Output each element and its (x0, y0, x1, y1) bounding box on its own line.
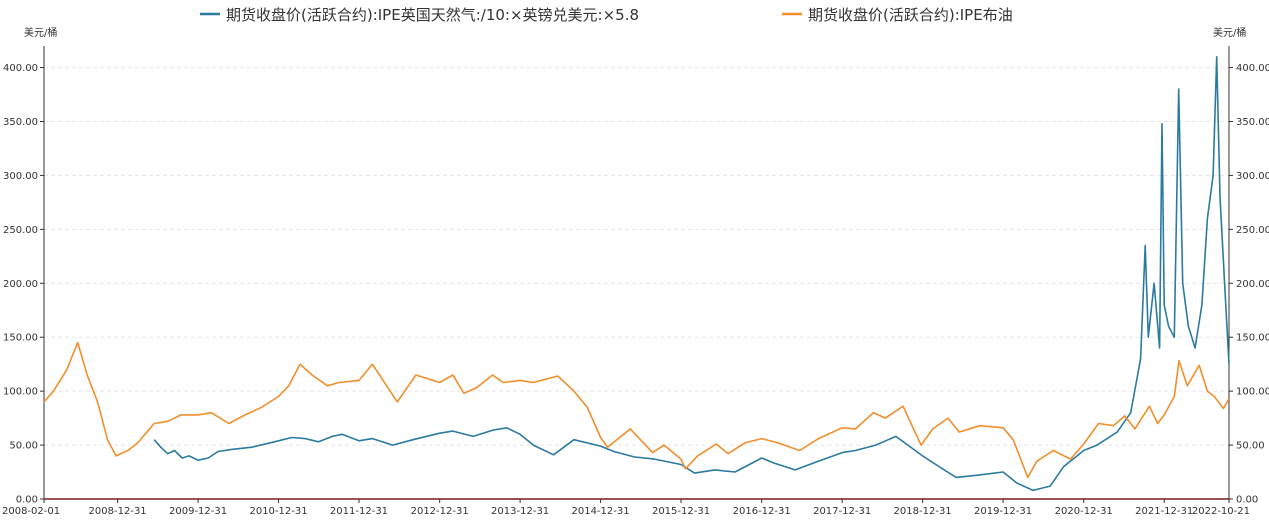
y-tick-label-right: 150.00 (1236, 333, 1269, 344)
x-tick-label: 2010-12-31 (249, 506, 307, 517)
x-tick-label: 2015-12-31 (652, 506, 710, 517)
y-tick-label-right: 250.00 (1236, 225, 1269, 236)
right-axis-ticks: 0.00 50.00 100.00 150.00 200.00 250.00 300.00 3… (1229, 63, 1269, 506)
x-tick-label: 2012-12-31 (411, 506, 469, 517)
legend-label-gas: 期货收盘价(活跃合约):IPE英国天然气:/10:×英镑兑美元:×5.8 (226, 6, 639, 24)
x-tick-label: 2018-12-31 (894, 506, 952, 517)
series-line-gas (153, 55, 1230, 492)
x-tick-label: 2011-12-31 (330, 506, 388, 517)
y-tick-label-left: 400.00 (3, 63, 38, 74)
right-axis-unit: 美元/桶 (1213, 26, 1246, 39)
y-tick-label-right: 350.00 (1236, 117, 1269, 128)
x-tick-label: 2014-12-31 (572, 506, 630, 517)
x-tick-label: 2019-12-31 (974, 506, 1032, 517)
chart-legend: 期货收盘价(活跃合约):IPE英国天然气:/10:×英镑兑美元:×5.8 期货收… (200, 6, 1013, 24)
y-tick-label-left: 300.00 (3, 171, 38, 182)
y-tick-label-left: 350.00 (3, 117, 38, 128)
y-tick-label-left: 0.00 (16, 495, 38, 506)
grid-lines (44, 67, 1229, 446)
y-tick-label-right: 50.00 (1236, 441, 1265, 452)
x-tick-label: 2022-10-21 (1192, 506, 1250, 517)
left-axis-unit: 美元/桶 (24, 26, 57, 39)
y-tick-label-right: 300.00 (1236, 171, 1269, 182)
axes (43, 46, 1230, 500)
y-tick-label-right: 200.00 (1236, 279, 1269, 290)
x-tick-label: 2009-12-31 (169, 506, 227, 517)
x-tick-label: 2008-12-31 (89, 506, 147, 517)
series-line-brent (43, 341, 1230, 479)
x-tick-label: 2008-02-01 (2, 506, 60, 517)
y-tick-label-right: 400.00 (1236, 63, 1269, 74)
y-tick-label-left: 50.00 (9, 441, 38, 452)
x-tick-label: 2020-12-31 (1055, 506, 1113, 517)
x-tick-label: 2016-12-31 (733, 506, 791, 517)
x-tick-label: 2021-12-31 (1135, 506, 1193, 517)
legend-label-brent: 期货收盘价(活跃合约):IPE布油 (808, 6, 1013, 24)
left-axis-ticks: 0.00 50.00 100.00 150.00 200.00 250.00 300.00 3… (3, 63, 44, 506)
y-tick-label-left: 200.00 (3, 279, 38, 290)
y-tick-label-left: 100.00 (3, 387, 38, 398)
x-tick-label: 2017-12-31 (813, 506, 871, 517)
y-tick-label-left: 150.00 (3, 333, 38, 344)
series-lines (43, 55, 1230, 492)
y-tick-label-left: 250.00 (3, 225, 38, 236)
x-axis-ticks: 2008-02-01 2008-12-31 2009-12-31 2010-12-31… (2, 499, 1250, 517)
y-tick-label-right: 0.00 (1236, 495, 1258, 506)
x-tick-label: 2013-12-31 (491, 506, 549, 517)
y-tick-label-right: 100.00 (1236, 387, 1269, 398)
